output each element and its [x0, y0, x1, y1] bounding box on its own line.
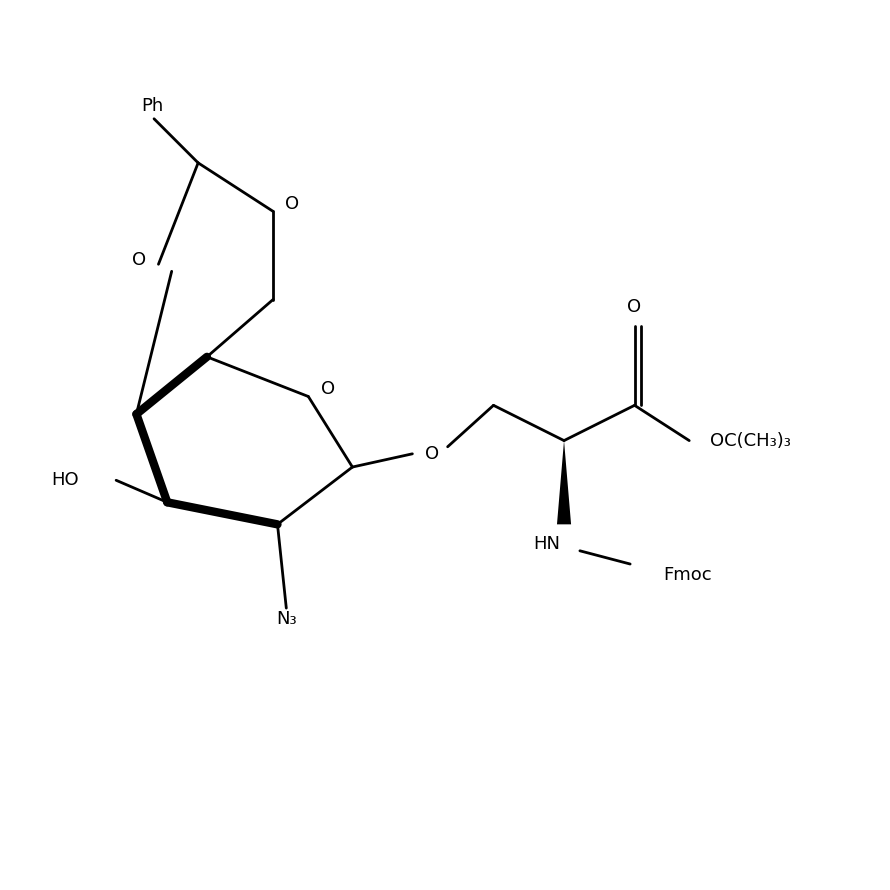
Polygon shape — [557, 441, 571, 524]
Text: OC(CH₃)₃: OC(CH₃)₃ — [709, 432, 790, 449]
Text: O: O — [320, 380, 335, 399]
Text: N₃: N₃ — [276, 610, 296, 627]
Text: O: O — [132, 251, 146, 269]
Text: HO: HO — [52, 472, 79, 490]
Text: HN: HN — [533, 535, 560, 553]
Text: Ph: Ph — [141, 96, 163, 115]
Text: Fmoc: Fmoc — [664, 566, 712, 584]
Text: O: O — [286, 195, 300, 214]
Text: O: O — [425, 445, 439, 463]
Text: O: O — [627, 297, 642, 316]
